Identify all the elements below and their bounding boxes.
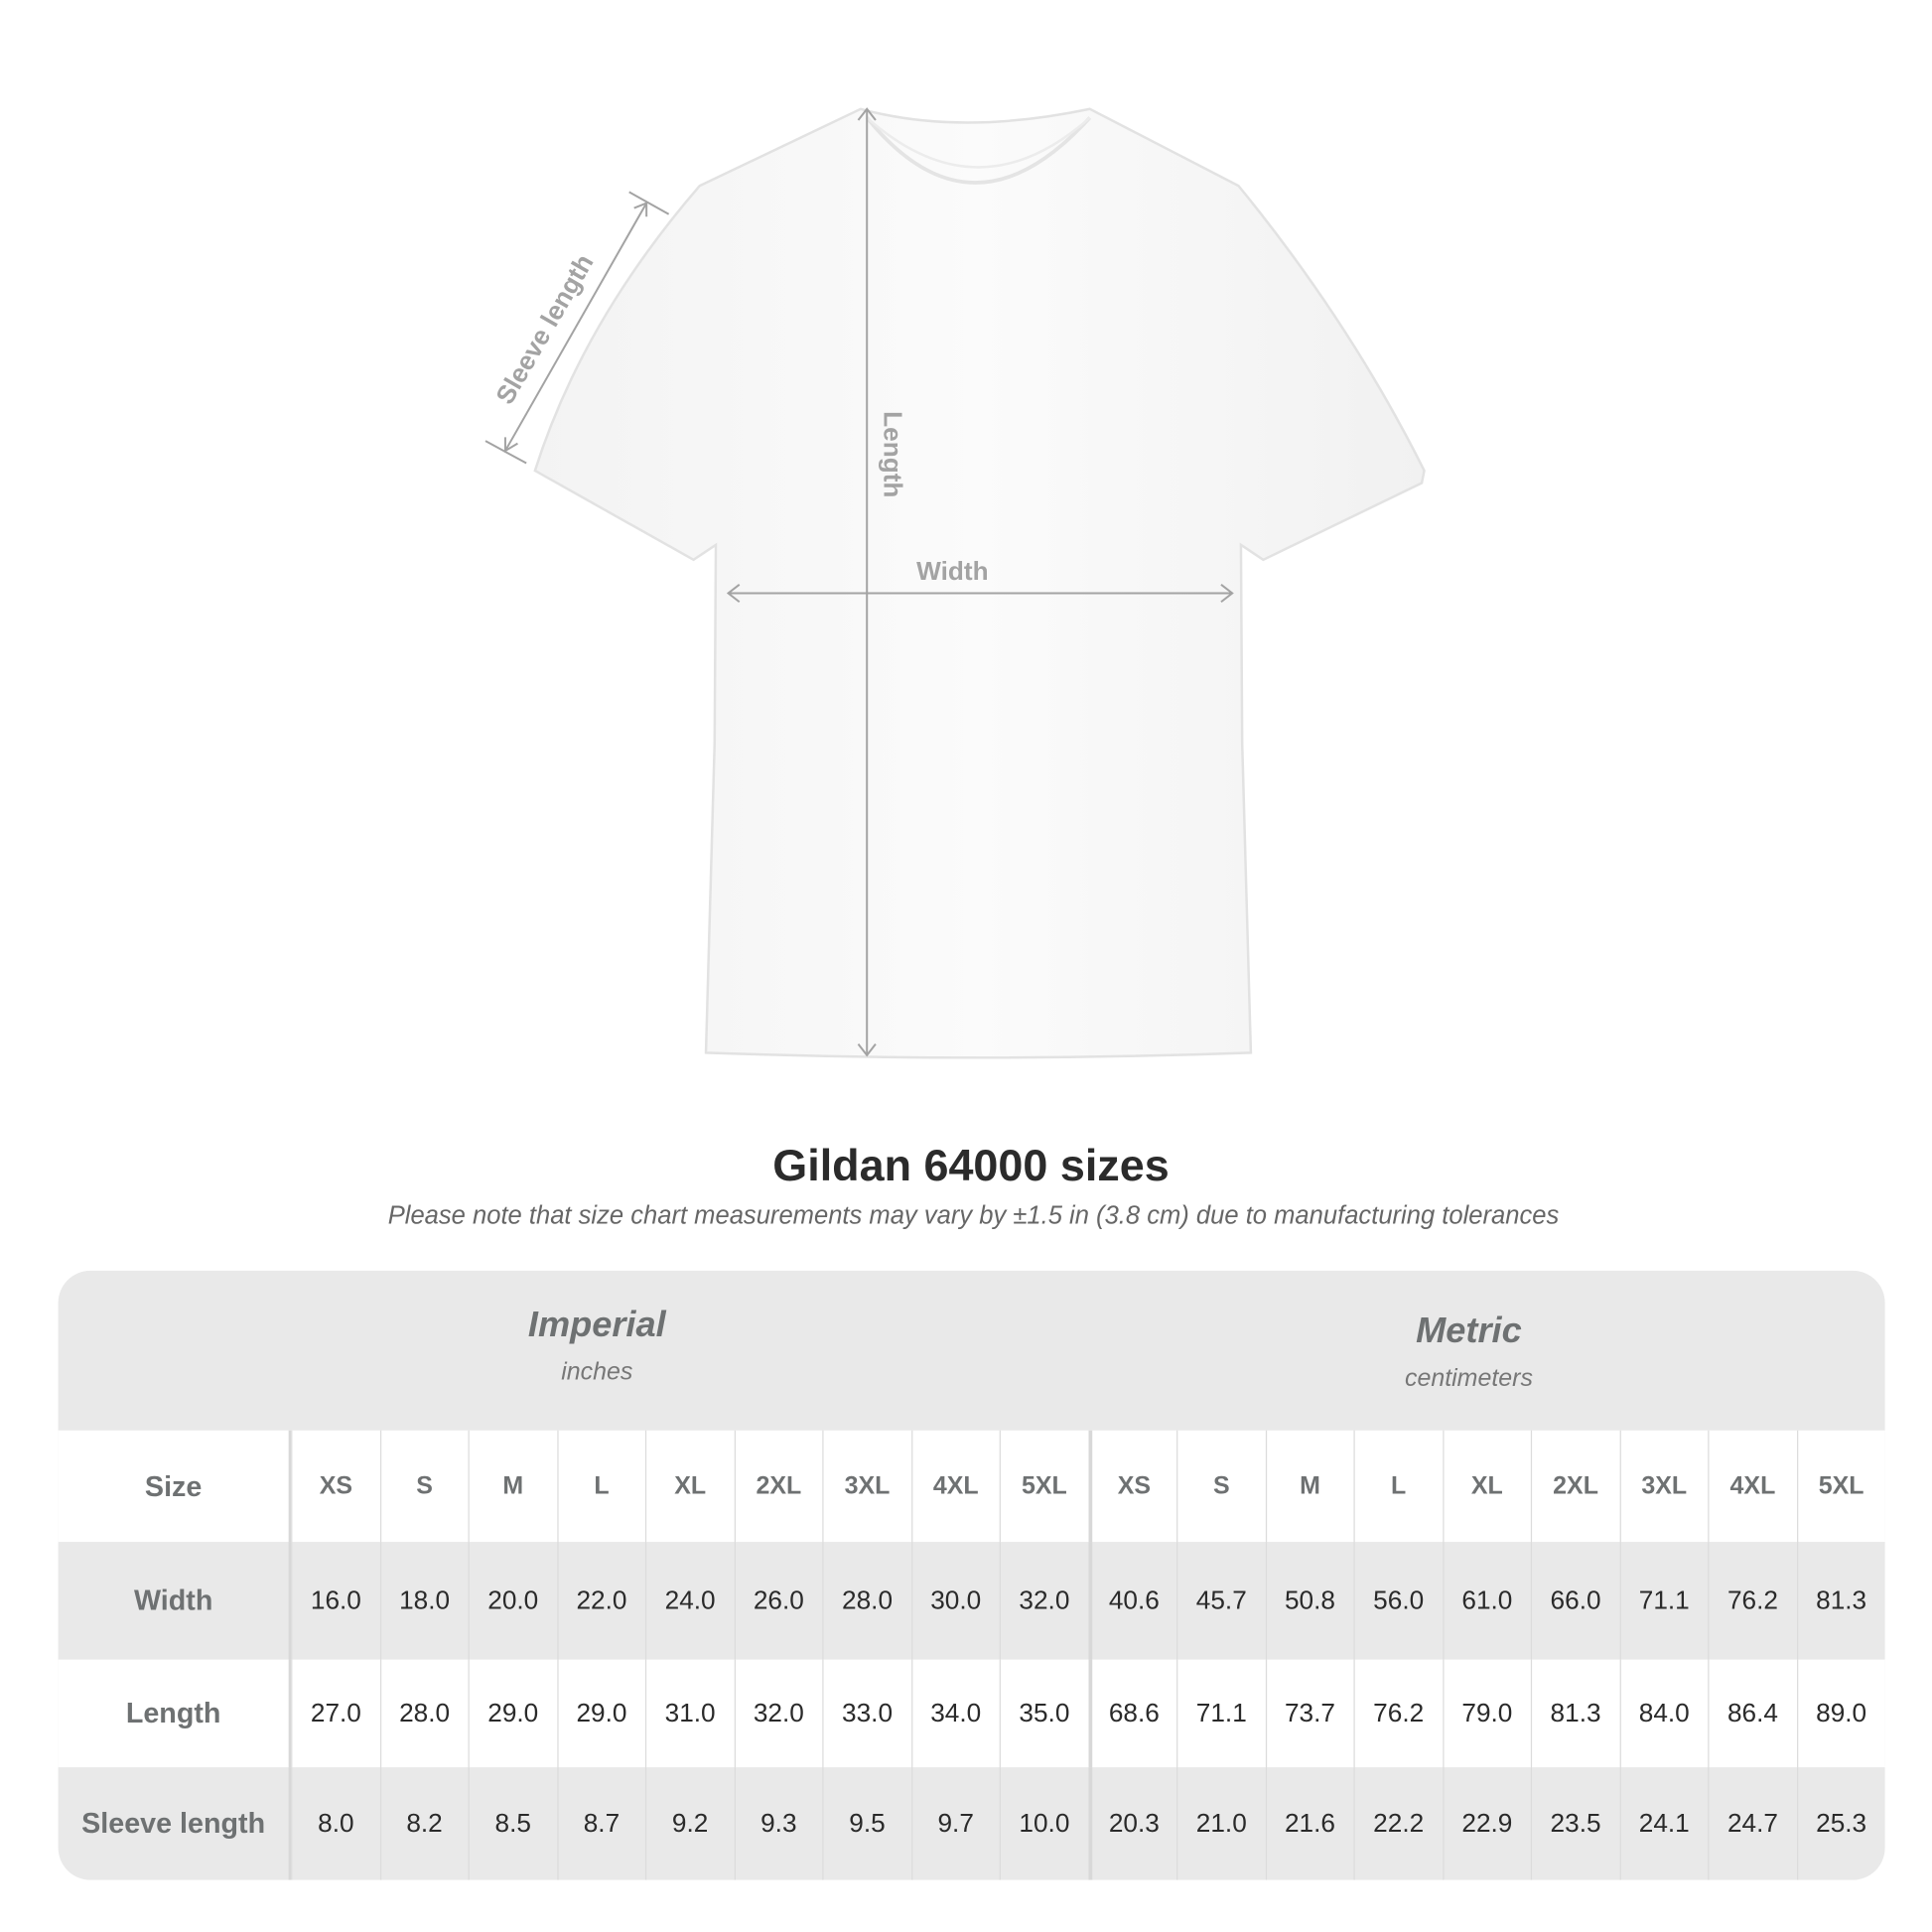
value-cell: 21.0 [1176, 1767, 1265, 1880]
table-row: Width 16.0 18.0 20.0 22.0 24.0 26.0 28.0 30.0 32.… [59, 1542, 1885, 1660]
value-cell: 81.3 [1530, 1659, 1619, 1768]
value-cell: 8.2 [379, 1767, 468, 1880]
value-cell: 35.0 [999, 1659, 1088, 1768]
value-cell: 66.0 [1530, 1542, 1619, 1660]
value-cell: 32.0 [734, 1659, 822, 1768]
value-cell: 73.7 [1265, 1659, 1353, 1768]
metric-label: Metric [1416, 1311, 1522, 1351]
row-label: Length [59, 1659, 292, 1768]
size-table: Imperial inches Metric centimeters Size … [58, 1270, 1885, 1880]
size-header-cell: 2XL [1530, 1430, 1619, 1543]
value-cell: 9.2 [644, 1767, 734, 1880]
sleeve-arrow [484, 191, 670, 465]
imperial-header: Imperial inches [349, 1306, 845, 1387]
size-label: Size [59, 1430, 292, 1543]
value-cell: 84.0 [1619, 1659, 1708, 1768]
value-cell: 9.7 [910, 1767, 999, 1880]
value-cell: 8.7 [556, 1767, 645, 1880]
value-cell: 22.0 [556, 1542, 645, 1660]
size-row: Size XS S M L XL 2XL 3XL 4XL 5XL XS S M L XL 2XL 3XL 4XL… [58, 1430, 1885, 1543]
size-header-cell: XL [1442, 1430, 1531, 1543]
value-cell: 18.0 [379, 1542, 468, 1660]
value-cell: 20.0 [468, 1542, 557, 1660]
value-cell: 28.0 [822, 1542, 910, 1660]
size-header-cell: 5XL [1796, 1430, 1884, 1543]
size-header-cell: 2XL [734, 1430, 822, 1543]
size-header-cell: 3XL [822, 1430, 910, 1543]
value-cell: 81.3 [1796, 1542, 1884, 1660]
value-cell: 9.5 [822, 1767, 910, 1880]
row-label: Sleeve length [59, 1767, 292, 1880]
metric-unit: centimeters [1404, 1364, 1533, 1393]
value-cell: 9.3 [734, 1767, 822, 1880]
size-header-cell: S [1176, 1430, 1265, 1543]
size-header-cell: 4XL [1708, 1430, 1796, 1543]
value-cell: 22.2 [1353, 1767, 1442, 1880]
value-cell: 68.6 [1087, 1659, 1176, 1768]
length-label: Length [879, 411, 908, 497]
size-header-cell: L [556, 1430, 645, 1543]
value-cell: 16.0 [291, 1542, 379, 1660]
value-cell: 24.0 [644, 1542, 734, 1660]
value-cell: 27.0 [291, 1659, 379, 1768]
size-header-cell: 4XL [910, 1430, 999, 1543]
value-cell: 23.5 [1530, 1767, 1619, 1880]
value-cell: 71.1 [1176, 1659, 1265, 1768]
value-cell: 28.0 [379, 1659, 468, 1768]
tolerance-note: Please note that size chart measurements… [387, 1201, 1560, 1230]
value-cell: 29.0 [468, 1659, 557, 1768]
value-cell: 61.0 [1442, 1542, 1531, 1660]
value-cell: 86.4 [1708, 1659, 1796, 1768]
value-cell: 10.0 [999, 1767, 1088, 1880]
value-cell: 21.6 [1265, 1767, 1353, 1880]
value-cell: 33.0 [822, 1659, 910, 1768]
value-cell: 71.1 [1619, 1542, 1708, 1660]
size-header-cell: L [1353, 1430, 1442, 1543]
size-header-cell: XS [1087, 1430, 1176, 1543]
value-cell: 8.5 [468, 1767, 557, 1880]
value-cell: 76.2 [1708, 1542, 1796, 1660]
size-header-cell: 3XL [1619, 1430, 1708, 1543]
value-cell: 45.7 [1176, 1542, 1265, 1660]
imperial-unit: inches [561, 1358, 633, 1386]
value-cell: 89.0 [1796, 1659, 1884, 1768]
imperial-label: Imperial [527, 1305, 666, 1345]
size-header-cell: M [468, 1430, 557, 1543]
value-cell: 40.6 [1087, 1542, 1176, 1660]
length-arrow [857, 107, 877, 1057]
value-cell: 76.2 [1353, 1659, 1442, 1768]
page-title: Gildan 64000 sizes [772, 1139, 1170, 1190]
metric-header: Metric centimeters [1221, 1311, 1717, 1393]
size-header-cell: M [1265, 1430, 1353, 1543]
value-cell: 20.3 [1087, 1767, 1176, 1880]
table-row: Sleeve length 8.0 8.2 8.5 8.7 9.2 9.3 9.5 9.7 10.… [59, 1767, 1885, 1880]
value-cell: 25.3 [1796, 1767, 1884, 1880]
value-cell: 34.0 [910, 1659, 999, 1768]
size-header-cell: 5XL [999, 1430, 1088, 1543]
size-header-cell: XS [291, 1430, 379, 1543]
value-cell: 22.9 [1442, 1767, 1531, 1880]
value-cell: 24.7 [1708, 1767, 1796, 1880]
value-cell: 29.0 [556, 1659, 645, 1768]
value-cell: 26.0 [734, 1542, 822, 1660]
row-label: Width [59, 1542, 292, 1660]
width-arrow [726, 584, 1234, 604]
value-cell: 50.8 [1265, 1542, 1353, 1660]
tshirt-shape [533, 107, 1426, 1059]
table-row: Length 27.0 28.0 29.0 29.0 31.0 32.0 33.0 34.0 35… [58, 1659, 1885, 1768]
value-cell: 30.0 [910, 1542, 999, 1660]
size-header-cell: S [379, 1430, 468, 1543]
value-cell: 8.0 [291, 1767, 379, 1880]
value-cell: 79.0 [1442, 1659, 1531, 1768]
value-cell: 32.0 [999, 1542, 1088, 1660]
size-header-cell: XL [644, 1430, 734, 1543]
tshirt-diagram: Sleeve length Length Width [484, 107, 1426, 1059]
value-cell: 24.1 [1619, 1767, 1708, 1880]
value-cell: 31.0 [644, 1659, 734, 1768]
width-label: Width [916, 556, 988, 586]
value-cell: 56.0 [1353, 1542, 1442, 1660]
